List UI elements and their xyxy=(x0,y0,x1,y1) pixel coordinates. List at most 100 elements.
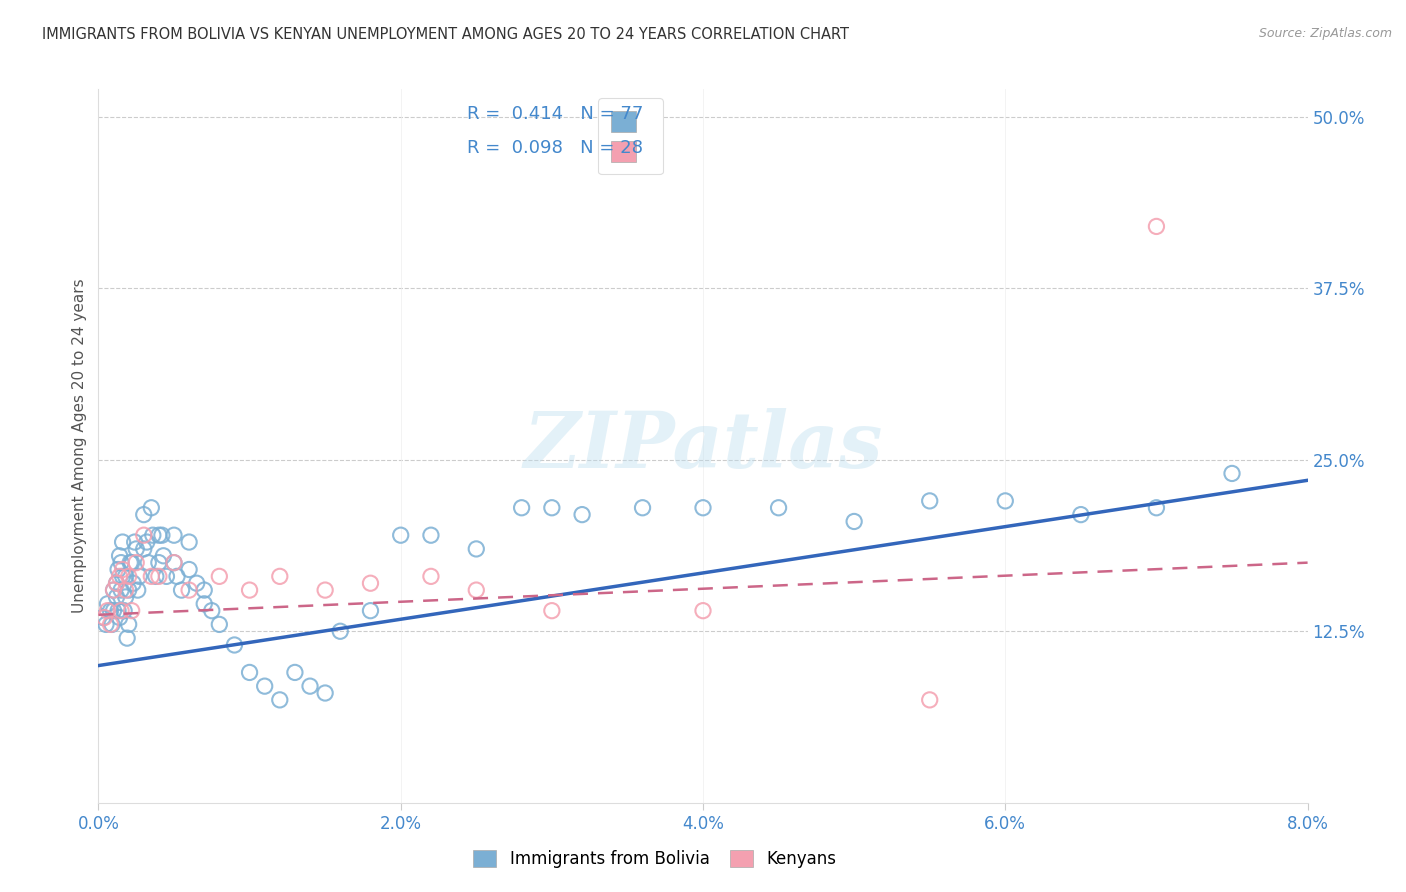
Point xyxy=(193,597,215,611)
Point xyxy=(571,508,593,522)
Point xyxy=(152,549,174,563)
Point xyxy=(465,583,488,598)
Text: Source: ZipAtlas.com: Source: ZipAtlas.com xyxy=(1258,27,1392,40)
Point xyxy=(918,693,941,707)
Point xyxy=(148,528,170,542)
Point xyxy=(420,528,443,542)
Point xyxy=(108,569,131,583)
Point xyxy=(1070,508,1092,522)
Y-axis label: Unemployment Among Ages 20 to 24 years: Unemployment Among Ages 20 to 24 years xyxy=(72,278,87,614)
Point xyxy=(105,590,128,604)
Point xyxy=(108,610,131,624)
Point xyxy=(115,631,138,645)
Point xyxy=(103,583,125,598)
Point xyxy=(329,624,352,639)
Point xyxy=(110,583,132,598)
Point xyxy=(118,617,141,632)
Point xyxy=(239,583,262,598)
Point xyxy=(186,576,208,591)
Point xyxy=(132,541,155,556)
Point xyxy=(148,556,170,570)
Point xyxy=(96,597,118,611)
Point xyxy=(465,541,488,556)
Point xyxy=(111,535,134,549)
Point xyxy=(224,638,246,652)
Point xyxy=(253,679,276,693)
Point xyxy=(141,500,163,515)
Point xyxy=(1220,467,1243,481)
Point xyxy=(541,500,564,515)
Point xyxy=(100,617,122,632)
Point xyxy=(93,610,115,624)
Point xyxy=(107,604,129,618)
Point xyxy=(121,604,143,618)
Point xyxy=(118,569,141,583)
Point xyxy=(105,576,128,591)
Point xyxy=(114,583,136,598)
Point xyxy=(1146,500,1168,515)
Point xyxy=(299,679,322,693)
Text: R =  0.098   N = 28: R = 0.098 N = 28 xyxy=(467,139,643,157)
Point xyxy=(125,541,148,556)
Point xyxy=(127,583,149,598)
Legend: Immigrants from Bolivia, Kenyans: Immigrants from Bolivia, Kenyans xyxy=(465,842,845,877)
Point xyxy=(94,617,117,632)
Point xyxy=(112,604,135,618)
Point xyxy=(163,556,186,570)
Point xyxy=(110,556,132,570)
Point xyxy=(103,583,125,598)
Point xyxy=(269,693,291,707)
Point xyxy=(170,583,193,598)
Point xyxy=(692,500,714,515)
Point xyxy=(166,569,188,583)
Point xyxy=(510,500,533,515)
Point xyxy=(284,665,307,680)
Point xyxy=(96,604,118,618)
Point xyxy=(269,569,291,583)
Point xyxy=(208,617,231,632)
Point xyxy=(148,569,170,583)
Point xyxy=(145,569,167,583)
Point xyxy=(91,610,114,624)
Point xyxy=(110,604,132,618)
Point xyxy=(994,494,1017,508)
Point xyxy=(120,556,142,570)
Point xyxy=(179,562,201,576)
Point xyxy=(844,515,866,529)
Point xyxy=(132,508,155,522)
Point xyxy=(136,556,159,570)
Point xyxy=(101,617,124,632)
Point xyxy=(124,535,146,549)
Point xyxy=(631,500,654,515)
Point xyxy=(179,583,201,598)
Point xyxy=(541,604,564,618)
Point xyxy=(132,528,155,542)
Point xyxy=(121,556,143,570)
Point xyxy=(692,604,714,618)
Point xyxy=(360,604,382,618)
Point xyxy=(314,583,336,598)
Point xyxy=(125,556,148,570)
Point xyxy=(135,535,157,549)
Point xyxy=(768,500,790,515)
Point xyxy=(179,535,201,549)
Point xyxy=(118,583,141,598)
Point xyxy=(420,569,443,583)
Point xyxy=(114,569,136,583)
Point xyxy=(208,569,231,583)
Point xyxy=(918,494,941,508)
Point xyxy=(360,576,382,591)
Point xyxy=(163,556,186,570)
Point xyxy=(142,528,165,542)
Point xyxy=(314,686,336,700)
Point xyxy=(239,665,262,680)
Point xyxy=(100,604,122,618)
Point xyxy=(111,569,134,583)
Point xyxy=(122,576,145,591)
Point xyxy=(111,562,134,576)
Point xyxy=(105,576,128,591)
Point xyxy=(114,590,136,604)
Point xyxy=(103,604,125,618)
Point xyxy=(155,569,177,583)
Point xyxy=(108,549,131,563)
